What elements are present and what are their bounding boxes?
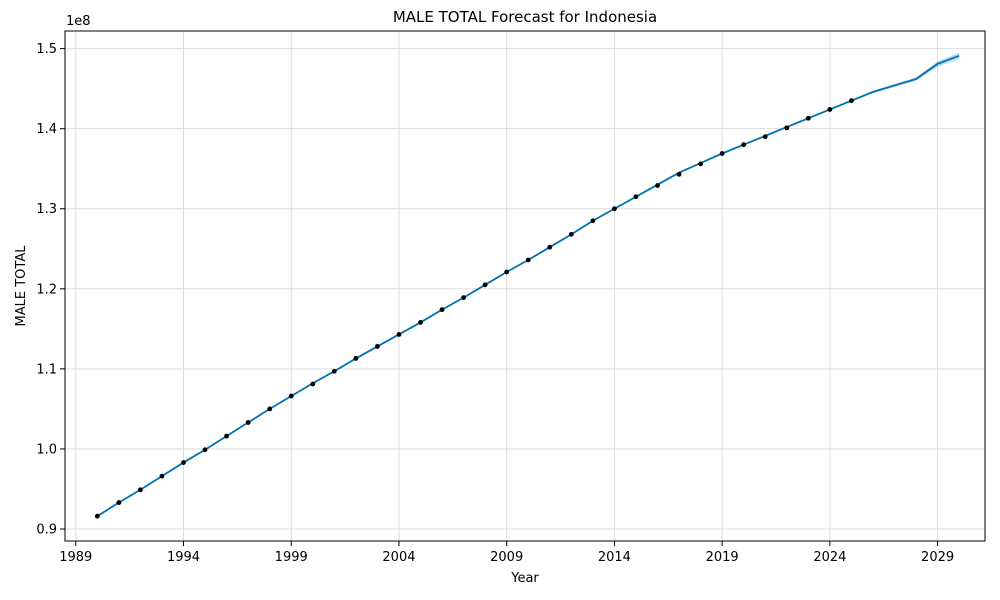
- x-tick-label: 1994: [167, 550, 200, 565]
- x-tick-label: 2014: [598, 550, 631, 565]
- observed-point: [698, 161, 703, 167]
- observed-point: [181, 460, 186, 465]
- observed-point: [245, 420, 251, 425]
- observed-point: [159, 473, 165, 479]
- observed-point: [439, 307, 445, 313]
- observed-point: [353, 356, 359, 361]
- y-axis-title: MALE TOTAL: [14, 245, 29, 327]
- observed-point: [116, 500, 122, 505]
- x-tick-label: 1999: [275, 550, 308, 565]
- x-tick-label: 2024: [813, 550, 846, 565]
- chart-title: MALE TOTAL Forecast for Indonesia: [393, 8, 657, 26]
- observed-point: [633, 194, 639, 200]
- y-tick-label: 0.9: [36, 522, 57, 537]
- observed-point: [762, 134, 768, 140]
- y-tick-label: 1.2: [36, 282, 57, 297]
- y-tick-label: 1.1: [36, 362, 57, 377]
- observed-point: [202, 447, 208, 453]
- observed-point: [482, 282, 488, 288]
- observed-point: [827, 107, 833, 112]
- x-tick-label: 1989: [59, 550, 92, 565]
- y-tick-label: 1.4: [36, 122, 57, 137]
- observed-point: [267, 406, 273, 412]
- observed-point: [805, 115, 811, 121]
- observed-point: [461, 295, 466, 301]
- observed-point: [612, 206, 617, 212]
- observed-point: [504, 269, 510, 275]
- y-tick-label: 1.0: [36, 442, 57, 457]
- observed-point: [396, 332, 402, 337]
- observed-point: [568, 231, 574, 237]
- observed-point: [138, 487, 143, 493]
- observed-point: [547, 244, 553, 250]
- y-offset-label: 1e8: [66, 14, 91, 29]
- observed-point: [655, 183, 660, 188]
- y-tick-label: 1.5: [36, 42, 57, 57]
- grid-lines: [65, 31, 985, 541]
- y-axis: 0.9 1.0 1.1 1.2 1.3 1.4 1.5: [36, 42, 65, 537]
- x-tick-label: 2009: [490, 550, 523, 565]
- observed-point: [310, 381, 316, 387]
- observed-point: [224, 433, 229, 439]
- observed-point: [418, 320, 423, 325]
- plot-frame: [64, 30, 986, 542]
- x-tick-label: 2029: [921, 550, 954, 565]
- observed-point: [849, 98, 854, 104]
- x-axis-title: Year: [510, 571, 539, 586]
- x-axis: 1989 1994 1999 2004 2009 2014 2019 2024 2029: [59, 541, 954, 565]
- observed-series: [94, 98, 854, 519]
- observed-point: [676, 171, 682, 177]
- observed-point: [784, 125, 790, 131]
- observed-point: [719, 151, 725, 156]
- observed-point: [525, 257, 531, 263]
- observed-point: [375, 344, 380, 349]
- observed-point: [94, 513, 100, 519]
- observed-point: [288, 393, 294, 399]
- x-tick-label: 2004: [382, 550, 415, 565]
- observed-point: [590, 218, 596, 224]
- observed-point: [331, 368, 337, 374]
- x-tick-label: 2019: [706, 550, 739, 565]
- observed-point: [741, 142, 747, 148]
- y-tick-label: 1.3: [36, 202, 57, 217]
